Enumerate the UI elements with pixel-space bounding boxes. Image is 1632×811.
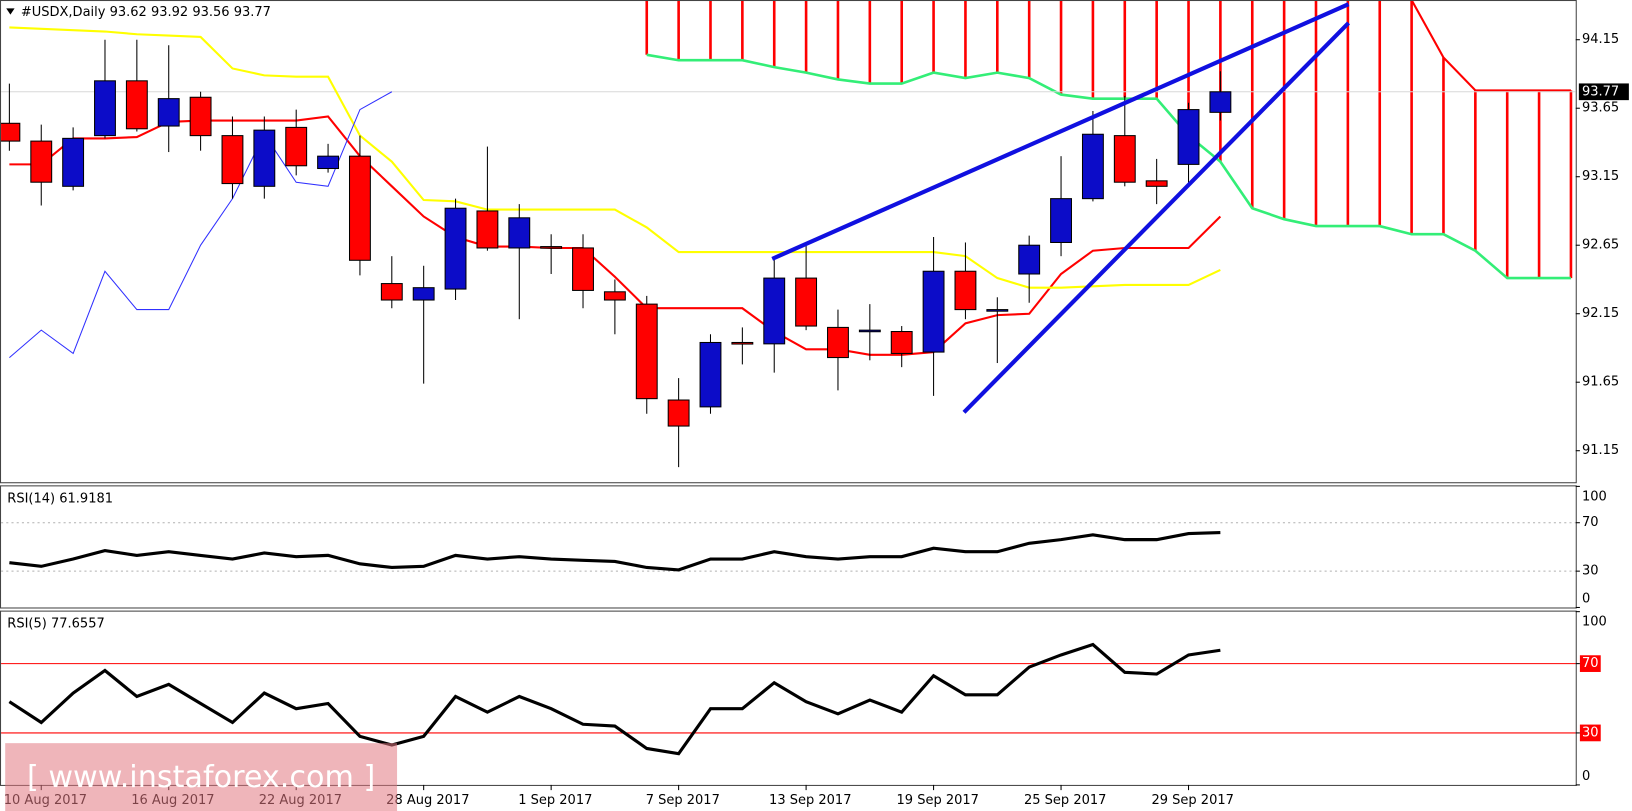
candle-body [1209, 91, 1232, 113]
candle-body [603, 291, 626, 301]
candle-body [572, 247, 594, 291]
candle-body [1050, 198, 1072, 243]
x-tick-label: 1 Sep 2017 [518, 793, 592, 808]
candle-body [94, 80, 116, 137]
y-tick-label: 0 [1582, 592, 1590, 607]
candle-body [1018, 244, 1041, 275]
y-tick-label: 92.65 [1582, 238, 1619, 253]
candle-body [221, 135, 244, 185]
y-tick-label: 91.65 [1582, 375, 1619, 390]
indicator-line [9, 26, 1221, 289]
x-tick-label: 28 Aug 2017 [386, 793, 469, 808]
indicator-line [9, 91, 393, 358]
candle-body [1177, 109, 1200, 165]
candle-body [508, 217, 531, 249]
candle-body [954, 270, 977, 311]
x-tick-label: 19 Sep 2017 [897, 793, 979, 808]
candle-body [348, 155, 371, 261]
y-tick-label: 92.15 [1582, 306, 1619, 321]
rsi-line [9, 530, 1221, 572]
y-tick-label: 100 [1582, 615, 1607, 630]
level-label-box [1579, 655, 1601, 672]
candle-body [1113, 135, 1136, 183]
watermark-box [5, 743, 398, 811]
y-tick-label: 0 [1582, 769, 1590, 784]
watermark-text: [ www.instaforex.com ] [27, 760, 375, 795]
trend-line [962, 21, 1351, 414]
candle-body [858, 329, 881, 333]
rsi14-panel [0, 485, 1577, 609]
rsi5-title: RSI(5) 77.6557 [7, 617, 104, 632]
x-tick-label: 25 Sep 2017 [1024, 793, 1106, 808]
candle-body [285, 126, 308, 167]
candle-body [699, 341, 722, 408]
trend-line [771, 2, 1350, 261]
candle-body [1081, 133, 1104, 200]
candle-body [157, 98, 180, 127]
menu-triangle [6, 8, 15, 15]
candle-body [986, 309, 1009, 312]
candle-body [125, 80, 148, 130]
rsi14-title: RSI(14) 61.9181 [7, 491, 113, 506]
main-plot [1, 1, 1576, 468]
candle-body [380, 283, 403, 301]
last-price-label: 93.77 [1582, 84, 1619, 99]
candle-body [444, 207, 467, 290]
candle-body [253, 129, 276, 187]
last-price-box [1578, 83, 1629, 101]
candle-body [763, 277, 786, 345]
cloud-lower-line [646, 53, 1571, 280]
candle-body [795, 277, 818, 327]
rsi5-panel [0, 610, 1577, 786]
x-tick-label: 7 Sep 2017 [646, 793, 720, 808]
y-tick-label: 70 [1582, 515, 1599, 530]
y-tick-label: 91.15 [1582, 443, 1619, 458]
y-tick-label: 93.15 [1582, 169, 1619, 184]
candle-body [635, 303, 658, 400]
candle-body [1145, 180, 1168, 187]
candle-body [922, 270, 945, 353]
candle-body [476, 210, 499, 249]
candle-body [30, 140, 53, 183]
candle-body [62, 137, 85, 187]
candle-body [189, 96, 212, 137]
chart-title: #USDX,Daily 93.62 93.92 93.56 93.77 [21, 5, 271, 20]
candle-body [412, 287, 435, 301]
cloud-upper-line [1410, 1, 1571, 92]
rsi-line [8, 642, 1221, 756]
main-panel [0, 0, 1577, 484]
watermark: [ www.instaforex.com ] [5, 743, 398, 811]
candle-body [890, 331, 913, 354]
y-tick-label: 70 [1582, 656, 1599, 671]
y-tick-label: 93.65 [1582, 101, 1619, 116]
y-tick-label: 30 [1582, 725, 1599, 740]
x-tick-label: 13 Sep 2017 [769, 793, 851, 808]
y-tick-label: 30 [1582, 564, 1599, 579]
candle-body [1, 122, 21, 142]
candle-body [317, 155, 340, 170]
y-tick-label: 94.15 [1582, 32, 1619, 47]
x-tick-label: 29 Sep 2017 [1151, 793, 1233, 808]
candle-body [667, 399, 690, 427]
candle-body [827, 326, 849, 359]
candle-body [540, 246, 563, 249]
candle-body [731, 341, 754, 345]
y-tick-label: 100 [1582, 489, 1607, 504]
level-label-box [1579, 724, 1601, 742]
